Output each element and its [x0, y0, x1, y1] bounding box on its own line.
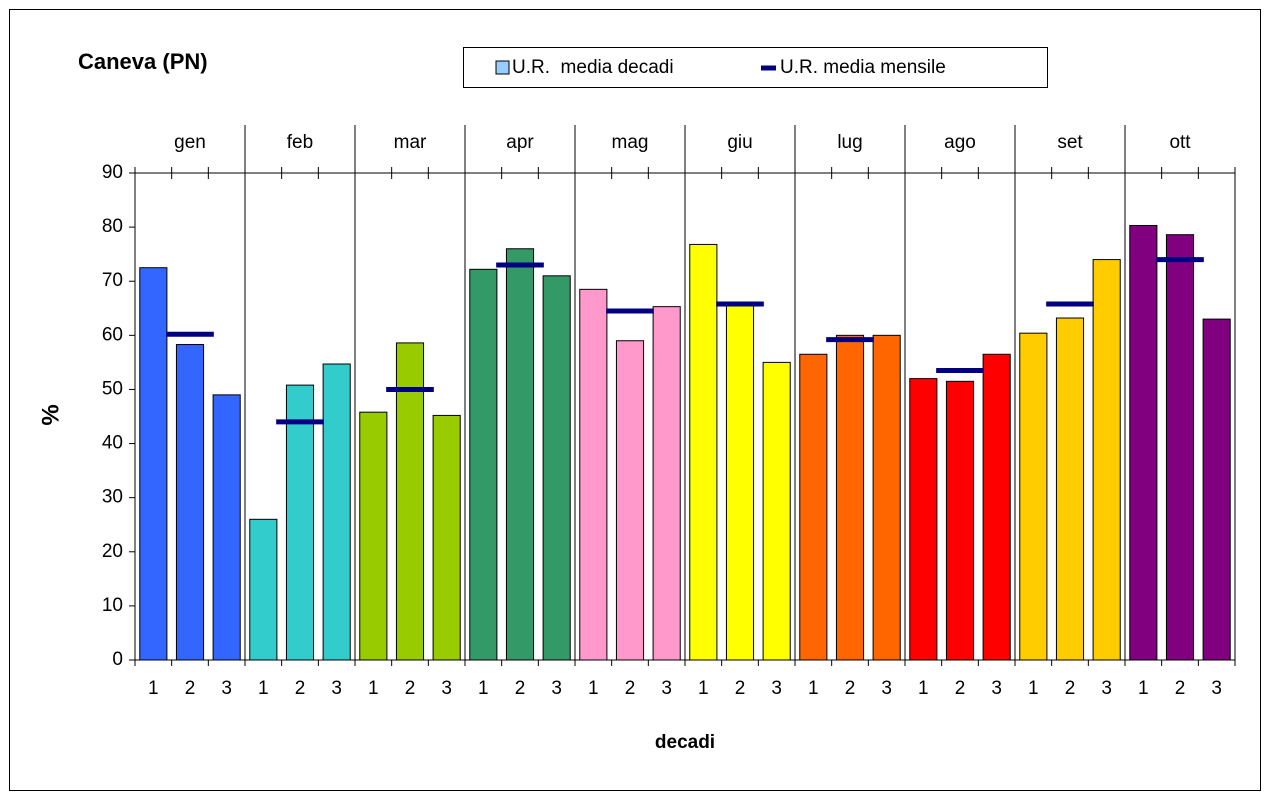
- legend-label: U.R. media mensile: [780, 57, 946, 78]
- bar: [322, 363, 351, 661]
- y-tick-label: 30: [102, 487, 123, 508]
- x-axis-title: decadi: [655, 732, 715, 753]
- bar: [762, 361, 791, 661]
- x-tick-label: 3: [441, 678, 452, 699]
- y-tick-label: 0: [112, 649, 123, 670]
- bar: [689, 243, 718, 661]
- x-tick-label: 1: [698, 678, 709, 699]
- bar: [835, 334, 865, 661]
- x-tick-label: 2: [515, 678, 526, 699]
- y-tick-label: 20: [102, 541, 123, 562]
- month-label: set: [1057, 132, 1083, 153]
- bar: [872, 334, 901, 661]
- bar: [175, 344, 205, 661]
- x-tick-label: 1: [588, 678, 599, 699]
- month-label: ago: [944, 132, 976, 153]
- x-tick-label: 3: [991, 678, 1002, 699]
- bar: [285, 384, 315, 661]
- x-tick-label: 2: [845, 678, 856, 699]
- legend-swatch: [495, 60, 510, 75]
- x-tick-label: 3: [771, 678, 782, 699]
- x-tick-label: 3: [1101, 678, 1112, 699]
- x-tick-label: 3: [221, 678, 232, 699]
- x-tick-label: 2: [1175, 678, 1186, 699]
- x-tick-label: 1: [148, 678, 159, 699]
- x-tick-label: 3: [1211, 678, 1222, 699]
- bar: [652, 306, 681, 661]
- x-tick-label: 3: [551, 678, 562, 699]
- month-label: lug: [837, 132, 862, 153]
- legend-label: U.R. media decadi: [512, 57, 674, 78]
- bar: [432, 414, 461, 661]
- bar: [909, 378, 938, 661]
- bar: [469, 268, 498, 661]
- bar: [799, 353, 828, 661]
- bar: [1019, 332, 1048, 661]
- month-label: ott: [1169, 132, 1191, 153]
- month-label: giu: [727, 132, 752, 153]
- y-tick-label: 80: [102, 216, 123, 237]
- x-tick-label: 3: [331, 678, 342, 699]
- x-tick-label: 1: [368, 678, 379, 699]
- bar: [579, 288, 608, 661]
- x-tick-label: 2: [955, 678, 966, 699]
- y-tick-label: 90: [102, 162, 123, 183]
- y-tick-label: 50: [102, 378, 123, 399]
- y-tick-label: 10: [102, 595, 123, 616]
- y-tick-label: 40: [102, 433, 123, 454]
- y-axis-title: %: [37, 404, 64, 425]
- month-label: mag: [612, 132, 649, 153]
- bar: [139, 267, 168, 661]
- x-tick-label: 2: [405, 678, 416, 699]
- x-tick-label: 2: [735, 678, 746, 699]
- x-tick-label: 1: [1028, 678, 1039, 699]
- bar: [395, 342, 425, 661]
- x-tick-label: 2: [1065, 678, 1076, 699]
- month-label: apr: [506, 132, 534, 153]
- bar: [1092, 259, 1121, 661]
- month-label: mar: [394, 132, 427, 153]
- bar: [1202, 318, 1231, 661]
- x-tick-label: 2: [295, 678, 306, 699]
- chart-title: Caneva (PN): [78, 49, 208, 74]
- x-tick-label: 2: [625, 678, 636, 699]
- bar: [725, 302, 755, 661]
- x-tick-label: 1: [258, 678, 269, 699]
- month-label: feb: [287, 132, 313, 153]
- bar: [615, 340, 645, 661]
- bar: [212, 394, 241, 661]
- bar: [505, 248, 535, 661]
- bar: [945, 380, 975, 661]
- bar: [249, 518, 278, 661]
- bar: [982, 353, 1011, 661]
- bar: [1165, 234, 1195, 661]
- x-tick-label: 1: [478, 678, 489, 699]
- bar: [359, 411, 388, 661]
- x-tick-label: 1: [918, 678, 929, 699]
- x-tick-label: 2: [185, 678, 196, 699]
- x-tick-label: 1: [808, 678, 819, 699]
- month-label: gen: [174, 132, 206, 153]
- x-tick-label: 1: [1138, 678, 1149, 699]
- legend-box: [463, 47, 1048, 88]
- y-tick-label: 70: [102, 270, 123, 291]
- x-tick-label: 3: [881, 678, 892, 699]
- x-tick-label: 3: [661, 678, 672, 699]
- bar: [1129, 224, 1158, 661]
- bar: [1055, 317, 1085, 661]
- bar: [542, 275, 571, 661]
- y-tick-label: 60: [102, 324, 123, 345]
